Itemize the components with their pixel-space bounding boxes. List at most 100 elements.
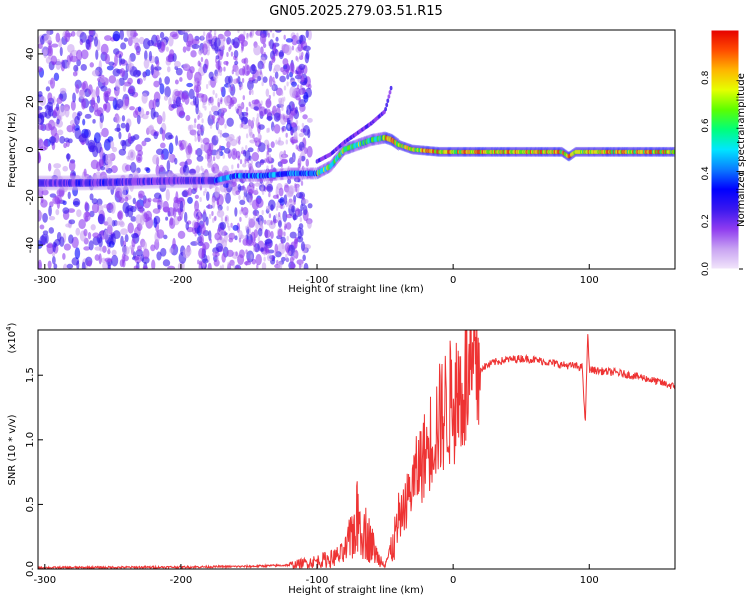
heatmap-cell — [114, 127, 121, 132]
heatmap-cell — [257, 236, 261, 242]
heatmap-cell — [285, 132, 288, 138]
heatmap-cell — [105, 164, 109, 171]
heatmap-cell — [262, 76, 268, 83]
heatmap-cell — [215, 93, 218, 99]
heatmap-cell — [119, 188, 127, 198]
heatmap-cell — [135, 249, 143, 257]
heatmap-cell — [56, 103, 60, 111]
heatmap-cell — [200, 127, 203, 133]
heatmap-cell — [185, 114, 191, 122]
heatmap-cell — [301, 122, 305, 128]
heatmap-cell — [142, 71, 147, 78]
heatmap-cell — [242, 184, 245, 190]
heatmap-cell — [91, 69, 100, 77]
heatmap-cell — [238, 195, 241, 201]
heatmap-cell — [273, 56, 276, 62]
heatmap-cell — [117, 210, 124, 221]
heatmap-cell — [91, 202, 100, 214]
heatmap-cell — [244, 158, 247, 164]
heatmap-cell — [221, 165, 230, 176]
heatmap-cell — [194, 194, 199, 199]
heatmap-cell — [64, 106, 70, 118]
heatmap-cell — [46, 243, 54, 249]
colorbar-tick-label: 0.4 — [701, 166, 711, 181]
heatmap-cell — [52, 241, 56, 253]
heatmap-cell — [78, 90, 86, 100]
heatmap-cell — [270, 231, 274, 239]
heatmap-cell — [293, 130, 298, 140]
heatmap-cell — [59, 87, 67, 94]
heatmap-cell — [202, 31, 206, 37]
heatmap-cell — [285, 139, 288, 145]
heatmap-cell — [228, 183, 231, 189]
heatmap-cell — [193, 132, 197, 138]
heatmap-cell — [127, 86, 135, 94]
heatmap-cell — [42, 212, 48, 223]
heatmap-cell — [118, 197, 125, 204]
heatmap-cell — [198, 212, 201, 218]
heatmap-cell — [193, 123, 197, 129]
heatmap-cell — [201, 118, 204, 124]
heatmap-cell — [99, 77, 106, 83]
y-tick-label: 0 — [25, 146, 36, 152]
heatmap-cell — [142, 265, 148, 269]
heatmap-cell — [203, 98, 206, 104]
heatmap-cell — [175, 96, 182, 107]
heatmap-cell — [272, 32, 275, 38]
heatmap-cell — [226, 117, 234, 127]
heatmap-cell — [199, 96, 203, 102]
heatmap-cell — [210, 183, 213, 189]
heatmap-cell — [73, 64, 79, 72]
heatmap-cell — [300, 43, 304, 49]
heatmap-cell — [169, 217, 174, 226]
heatmap-cell — [89, 145, 96, 153]
heatmap-cell — [83, 228, 88, 237]
heatmap-cell — [189, 124, 194, 131]
heatmap-cell — [190, 50, 197, 58]
heatmap-cell — [259, 33, 267, 45]
heatmap-cell — [255, 253, 262, 266]
heatmap-cell — [302, 195, 305, 201]
heatmap-cell — [306, 145, 313, 158]
heatmap-cell — [273, 68, 276, 74]
heatmap-cell — [215, 242, 223, 253]
heatmap-cell — [81, 97, 86, 110]
heatmap-cell — [290, 122, 298, 128]
heatmap-cell — [292, 156, 295, 162]
heatmap-cell — [213, 251, 216, 257]
heatmap-cell — [245, 144, 248, 150]
heatmap-cell — [113, 48, 120, 55]
heatmap-cell — [242, 206, 249, 216]
heatmap-cell — [255, 246, 258, 252]
heatmap-cell — [199, 196, 202, 202]
heatmap-cell — [223, 182, 230, 188]
heatmap-cell — [259, 69, 263, 75]
heatmap-cell — [134, 254, 142, 264]
y-tick-label: 0.5 — [25, 496, 36, 512]
heatmap-cell — [199, 234, 204, 246]
heatmap-cell — [301, 51, 304, 57]
heatmap-cell — [132, 197, 137, 205]
heatmap-cell — [269, 30, 273, 33]
heatmap-cell — [283, 34, 286, 40]
heatmap-cell — [135, 144, 143, 152]
heatmap-cell — [223, 66, 226, 72]
heatmap-cell — [87, 232, 92, 240]
heatmap-cell — [59, 236, 65, 247]
heatmap-cell — [234, 60, 239, 65]
heatmap-cell — [268, 192, 271, 198]
heatmap-cell — [56, 97, 63, 104]
heatmap-cell — [58, 186, 65, 198]
heatmap-cell — [260, 247, 264, 252]
heatmap-cell — [106, 65, 114, 71]
heatmap-cell — [78, 134, 87, 143]
heatmap-cell — [256, 178, 259, 184]
heatmap-cell — [175, 67, 183, 76]
heatmap-cell — [207, 262, 212, 269]
heatmap-cell — [156, 229, 165, 239]
heatmap-cell — [137, 245, 142, 252]
heatmap-cell — [158, 164, 164, 173]
heatmap-cell — [92, 119, 96, 124]
heatmap-cell — [279, 75, 286, 83]
